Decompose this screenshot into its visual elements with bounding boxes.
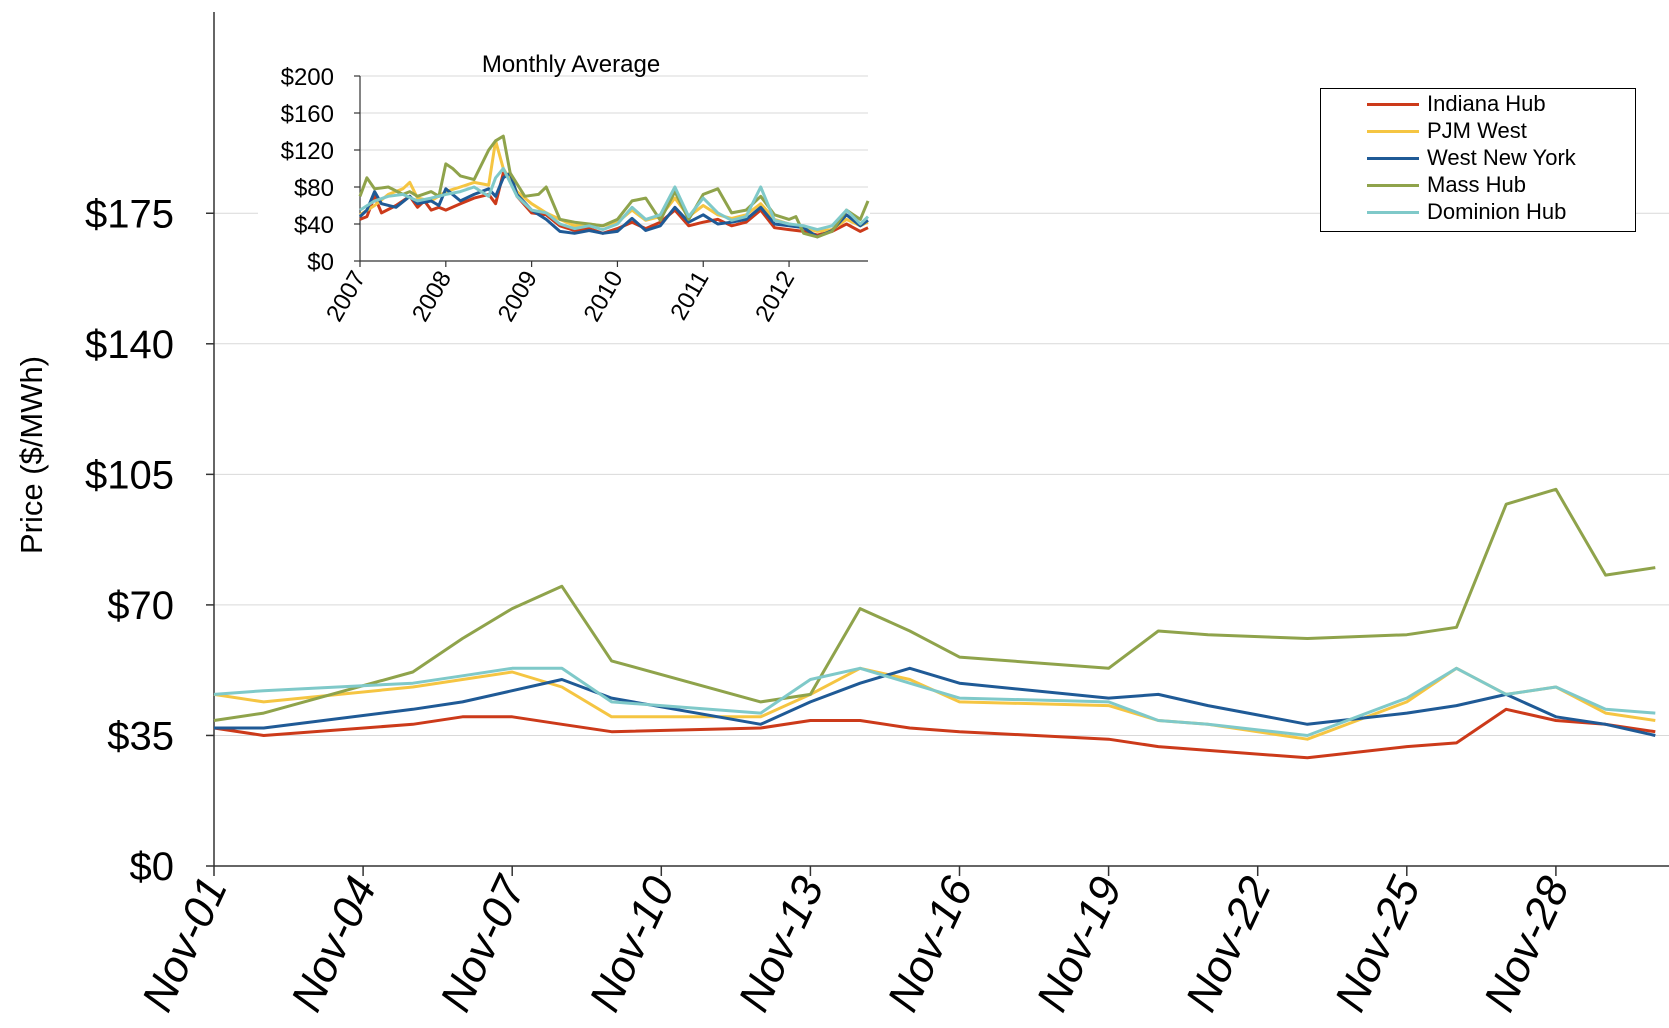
legend-item: Dominion Hub (1321, 199, 1635, 226)
main-series-line (214, 666, 1656, 737)
main-y-tick-label: $140 (85, 323, 174, 367)
main-x-tick-label: Nov-10 (580, 869, 685, 1019)
inset-x-tick-label: 2010 (579, 267, 629, 327)
inset-y-tick-label: $40 (294, 212, 334, 239)
main-y-tick-label: $175 (85, 192, 174, 236)
main-x-tick-label: Nov-01 (133, 870, 237, 1019)
legend-swatch (1367, 103, 1419, 106)
main-y-tick-label: $70 (107, 584, 174, 628)
inset-series-line (358, 171, 869, 239)
legend-label: Indiana Hub (1427, 91, 1546, 116)
main-x-tick-label: Nov-19 (1027, 870, 1131, 1019)
main-series-line (213, 666, 1656, 737)
legend-item: Mass Hub (1321, 172, 1635, 199)
main-x-tick-label: Nov-28 (1475, 869, 1580, 1019)
inset-chart-title: Monthly Average (482, 51, 660, 78)
main-x-tick-label: Nov-07 (431, 868, 536, 1019)
main-series-line (213, 487, 1656, 722)
main-x-tick-label: Nov-22 (1176, 870, 1280, 1019)
inset-y-tick-label: $0 (307, 249, 334, 276)
inset-x-tick-label: 2009 (493, 267, 543, 327)
inset-x-tick-label: 2011 (665, 267, 714, 325)
legend-label: PJM West (1427, 118, 1527, 143)
main-x-tick-label: Nov-16 (878, 869, 983, 1019)
inset-series-line (358, 134, 870, 239)
main-y-tick-label: $105 (85, 453, 174, 497)
main-y-axis-label: Price ($/MWh) (14, 356, 49, 554)
legend-item: West New York (1321, 145, 1635, 172)
main-x-tick-label: Nov-25 (1326, 869, 1431, 1019)
main-y-tick-label: $35 (107, 714, 174, 758)
legend-swatch (1367, 130, 1419, 133)
inset-x-tick-label: 2008 (407, 267, 457, 327)
inset-background (258, 44, 870, 272)
legend-item: Indiana Hub (1321, 91, 1635, 118)
main-x-tick-label: Nov-04 (282, 870, 386, 1019)
inset-y-tick-label: $160 (281, 101, 334, 128)
legend-swatch (1367, 184, 1419, 187)
legend-swatch (1367, 211, 1419, 214)
main-y-tick-label: $0 (130, 845, 175, 889)
main-series-line (213, 707, 1656, 760)
chart-legend: Indiana Hub PJM West West New York Mass Hub… (1320, 88, 1636, 232)
legend-item: PJM West (1321, 118, 1635, 145)
inset-y-tick-label: $120 (281, 138, 334, 165)
inset-series-line (359, 167, 870, 232)
inset-y-tick-label: $200 (281, 64, 334, 91)
inset-x-tick-label: 2012 (750, 267, 800, 327)
main-x-tick-label: Nov-13 (729, 869, 834, 1019)
legend-swatch (1367, 157, 1419, 160)
legend-label: Dominion Hub (1427, 199, 1567, 224)
legend-label: West New York (1427, 145, 1576, 170)
legend-label: Mass Hub (1427, 172, 1527, 197)
inset-y-tick-label: $80 (294, 175, 334, 202)
